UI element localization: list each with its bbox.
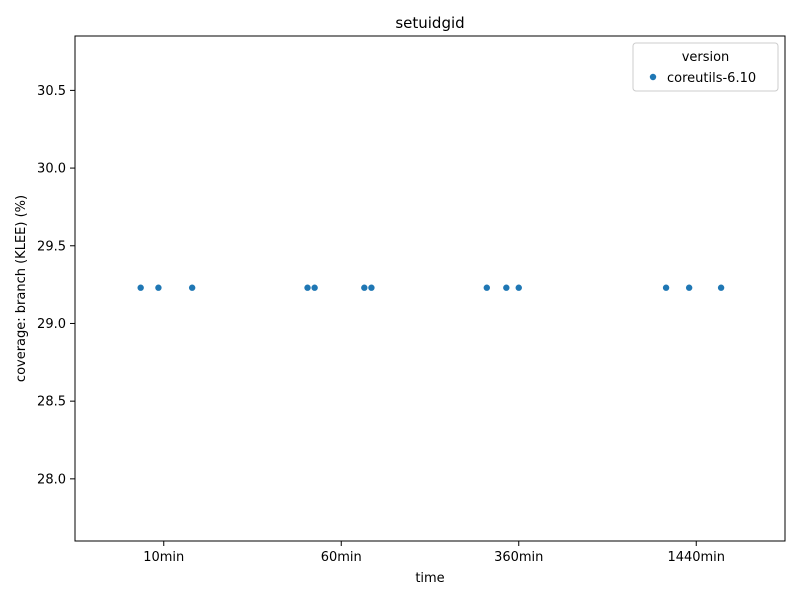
legend-frame [632,42,779,92]
plot-area: 10min 60min 360min 1440min 28.0 28.5 29.0 29.5 3… [37,84,725,565]
y-tick-label: 28.5 [37,395,66,410]
y-tick-label: 30.0 [37,162,66,177]
data-point [662,284,670,291]
x-tick-label: 1440min [667,550,725,565]
y-tick-label: 29.0 [37,317,66,332]
legend-title: version [682,50,730,65]
y-tick-label: 30.5 [37,84,66,99]
data-point [483,284,490,291]
legend: version coreutils-6.10 [632,42,779,92]
chart-title: setuidgid [395,14,464,32]
data-point [155,284,162,291]
y-axis-label: coverage: branch (KLEE) (%) [14,195,29,382]
data-point [304,284,311,291]
x-tick-label: 60min [321,550,362,565]
x-axis-label: time [415,571,444,586]
data-point [515,284,522,291]
data-point [717,284,725,291]
data-point [188,284,196,291]
data-point [361,284,368,291]
plot-frame [74,35,786,542]
data-point [137,284,144,291]
legend-marker [649,73,657,81]
legend-label: coreutils-6.10 [667,71,756,86]
data-point [368,284,375,291]
data-point [311,284,318,291]
x-tick-label: 10min [143,550,184,565]
data-point [685,284,693,291]
y-tick-label: 29.5 [37,239,66,254]
x-tick-label: 360min [494,550,543,565]
data-point [503,284,510,291]
y-tick-label: 28.0 [37,472,66,487]
